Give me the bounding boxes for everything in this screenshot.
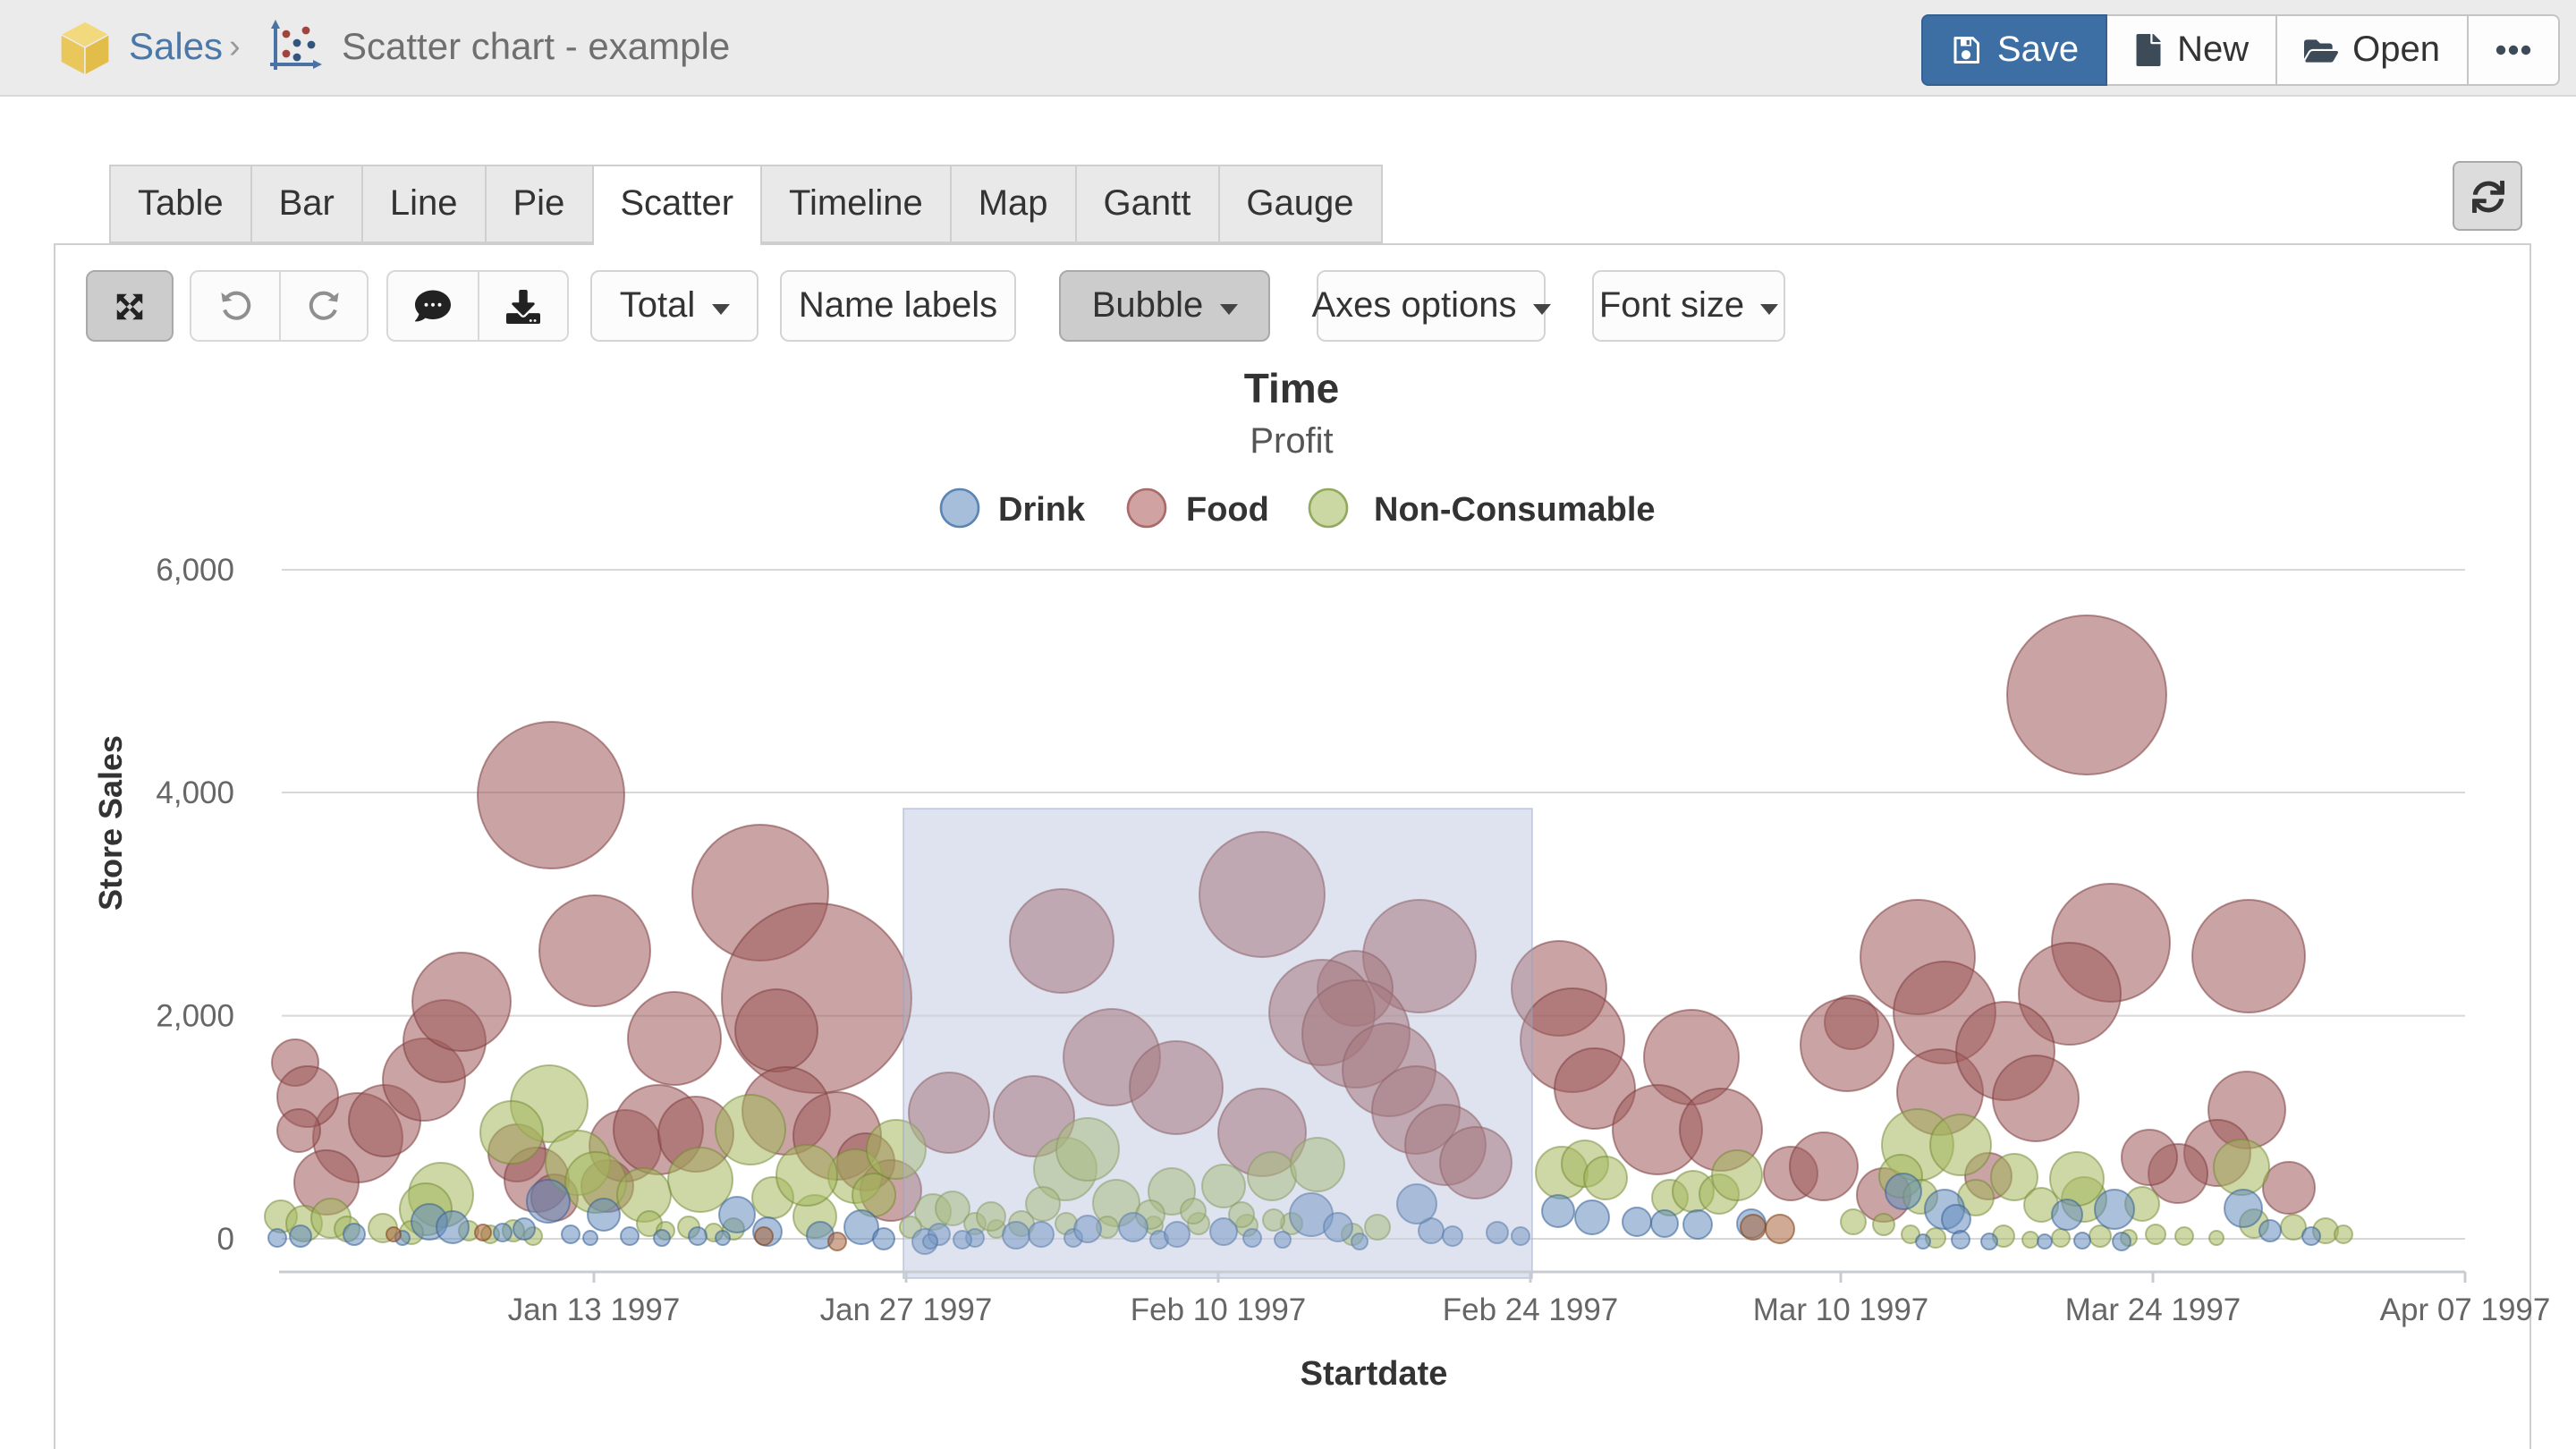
svg-text:Startdate: Startdate	[1301, 1355, 1448, 1393]
svg-text:Mar 10 1997: Mar 10 1997	[1753, 1292, 1929, 1327]
svg-text:Mar 24 1997: Mar 24 1997	[2065, 1292, 2241, 1327]
svg-text:Apr 07 1997: Apr 07 1997	[2380, 1292, 2551, 1327]
svg-text:2,000: 2,000	[156, 999, 234, 1034]
svg-text:Drink: Drink	[998, 491, 1086, 529]
svg-text:Jan 13 1997: Jan 13 1997	[508, 1292, 681, 1327]
svg-text:Jan 27 1997: Jan 27 1997	[820, 1292, 993, 1327]
svg-text:Food: Food	[1186, 491, 1269, 529]
svg-text:0: 0	[217, 1222, 234, 1257]
svg-text:Feb 24 1997: Feb 24 1997	[1443, 1292, 1619, 1327]
svg-text:Non-Consumable: Non-Consumable	[1374, 491, 1656, 529]
svg-text:Feb 10 1997: Feb 10 1997	[1131, 1292, 1307, 1327]
svg-text:Time: Time	[1244, 365, 1340, 411]
svg-text:6,000: 6,000	[156, 553, 234, 588]
svg-text:4,000: 4,000	[156, 775, 234, 810]
svg-text:Store Sales: Store Sales	[92, 735, 129, 911]
svg-text:Profit: Profit	[1250, 421, 1333, 461]
